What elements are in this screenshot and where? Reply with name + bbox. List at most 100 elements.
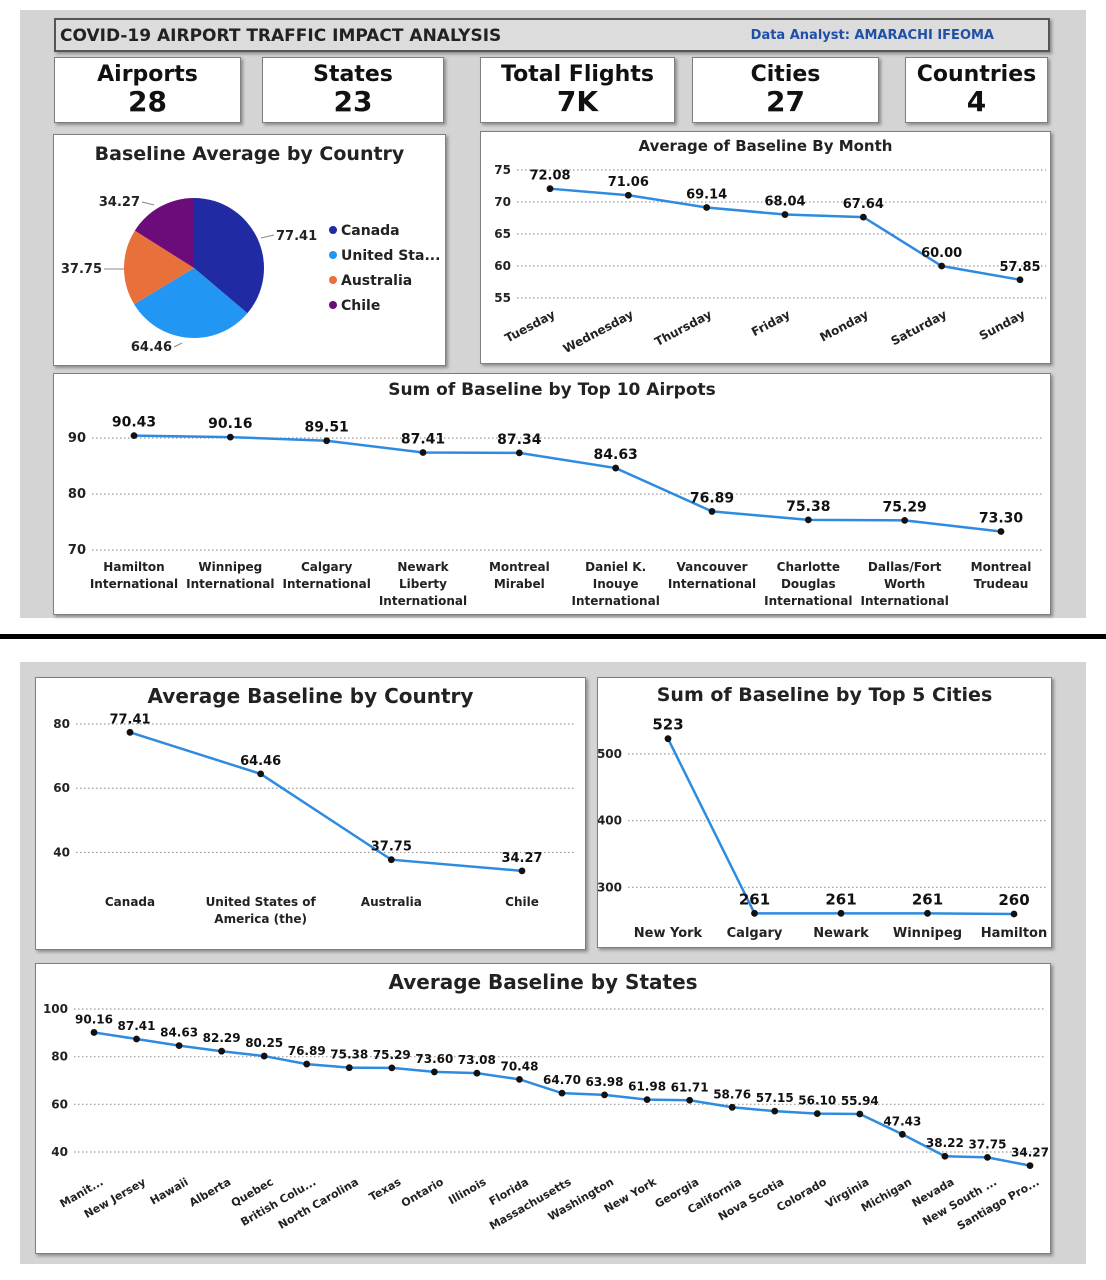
data-point [387,856,395,864]
data-point [601,1091,608,1099]
y-tick-label: 90 [68,431,86,446]
data-point [257,770,265,778]
data-point [226,433,234,441]
data-point [938,262,946,270]
data-point [856,1110,864,1118]
data-point [345,1064,353,1072]
legend-marker [329,301,337,309]
data-label: 89.51 [305,420,349,436]
data-label: 68.04 [764,195,805,210]
x-tick-label: Texas [367,1175,404,1204]
y-tick-label: 80 [51,1050,68,1064]
kpi-label: States [313,62,393,87]
series-line [93,1031,1031,1167]
data-label: 87.34 [497,432,542,448]
states-line-chart: 40 60 80 100 90.16 87.41 84.63 82.29 80.25 76.89 7… [43,1002,1049,1233]
data-label: 56.10 [798,1094,836,1108]
y-tick-label: 60 [51,1097,68,1111]
y-tick-label: 70 [68,543,86,558]
section-divider [0,634,1106,639]
y-tick-label: 65 [494,227,511,241]
kpi-value: 23 [333,85,373,118]
data-point [898,1130,906,1138]
legend-label: Chile [341,298,380,314]
airports-chart-panel: Sum of Baseline by Top 10 Airpots 70 80 90… [53,373,1051,615]
slice-leader-line [141,201,155,206]
x-tick-label: Sunday [977,307,1028,343]
data-label: 37.75 [968,1137,1006,1151]
data-point [430,1068,438,1076]
data-point [303,1060,311,1068]
kpi-label: Total Flights [501,62,654,87]
data-label: 64.46 [240,754,281,769]
x-tick-label: Daniel K. Inouye International [572,560,660,608]
kpi-card-total-flights: Total Flights 7K [480,57,675,123]
kpi-value: 4 [966,85,987,118]
y-tick-label: 60 [53,781,70,795]
data-label: 84.63 [160,1026,198,1040]
data-label: 38.22 [926,1136,964,1150]
y-tick-label: 300 [598,880,622,894]
kpi-card-airports: Airports 28 [54,57,241,123]
chart-title: Baseline Average by Country [94,143,405,165]
slice-leader-line [173,342,183,348]
data-point [90,1029,98,1036]
data-point [703,204,711,211]
data-label: 34.27 [501,851,542,866]
legend-marker [329,276,337,284]
slice-leader-line [260,234,275,239]
series-line [133,434,1002,533]
pie-slice [134,198,194,268]
chart-title: Average of Baseline By Month [638,137,893,155]
data-label: 261 [912,890,943,908]
data-label: 84.63 [594,447,638,463]
data-label: 75.29 [373,1048,411,1062]
pie-slice [134,268,248,338]
data-label: 75.38 [786,499,830,515]
legend-marker [329,251,337,259]
x-tick-label: Calgary [727,926,783,941]
x-tick-label: United States of America (the) [206,895,317,926]
data-label: 69.14 [686,188,727,203]
data-label: 87.41 [118,1019,156,1033]
x-tick-label: Thursday [652,307,714,349]
data-label: 72.08 [529,169,570,184]
data-point [1010,910,1018,918]
y-tick-label: 75 [494,163,511,177]
data-label: 58.76 [713,1087,751,1101]
x-tick-label: Montreal Trudeau [971,560,1032,591]
y-tick-label: 400 [598,814,622,828]
chart-title: Sum of Baseline by Top 5 Cities [656,684,993,706]
x-tick-label: Winnipeg International [186,560,274,591]
data-point [218,1047,226,1055]
data-label: 76.89 [288,1044,326,1058]
data-label: 261 [739,890,770,908]
data-point [813,1110,821,1118]
y-tick-label: 500 [598,747,622,761]
states-chart-panel: Average Baseline by States 40 60 80 100 90.1… [35,963,1051,1254]
analyst-credit: Data Analyst: AMARACHI IFEOMA [750,28,994,43]
data-label: 37.75 [371,840,412,855]
data-label: 71.06 [608,175,649,190]
x-tick-label: Hamilton International [90,560,178,591]
data-label: 260 [998,891,1029,909]
x-tick-label: Vancouver International [668,560,756,591]
data-point [771,1107,779,1115]
data-point [518,867,526,875]
data-point [728,1103,736,1111]
data-point [708,508,716,515]
x-tick-label: Monday [817,307,870,344]
kpi-card-states: States 23 [262,57,444,123]
data-label: 75.29 [883,499,927,515]
data-point [781,211,789,218]
x-tick-label: Ontario [399,1175,446,1210]
data-label: 523 [652,716,683,734]
dashboard-title: COVID-19 AIRPORT TRAFFIC IMPACT ANALYSIS [60,26,502,46]
data-point [175,1042,183,1050]
kpi-value: 27 [766,85,805,118]
x-tick-label: New York [634,926,703,941]
data-label: 67.64 [843,197,884,212]
y-tick-label: 80 [53,717,70,731]
data-point [419,449,427,456]
data-label: 57.85 [999,260,1040,275]
